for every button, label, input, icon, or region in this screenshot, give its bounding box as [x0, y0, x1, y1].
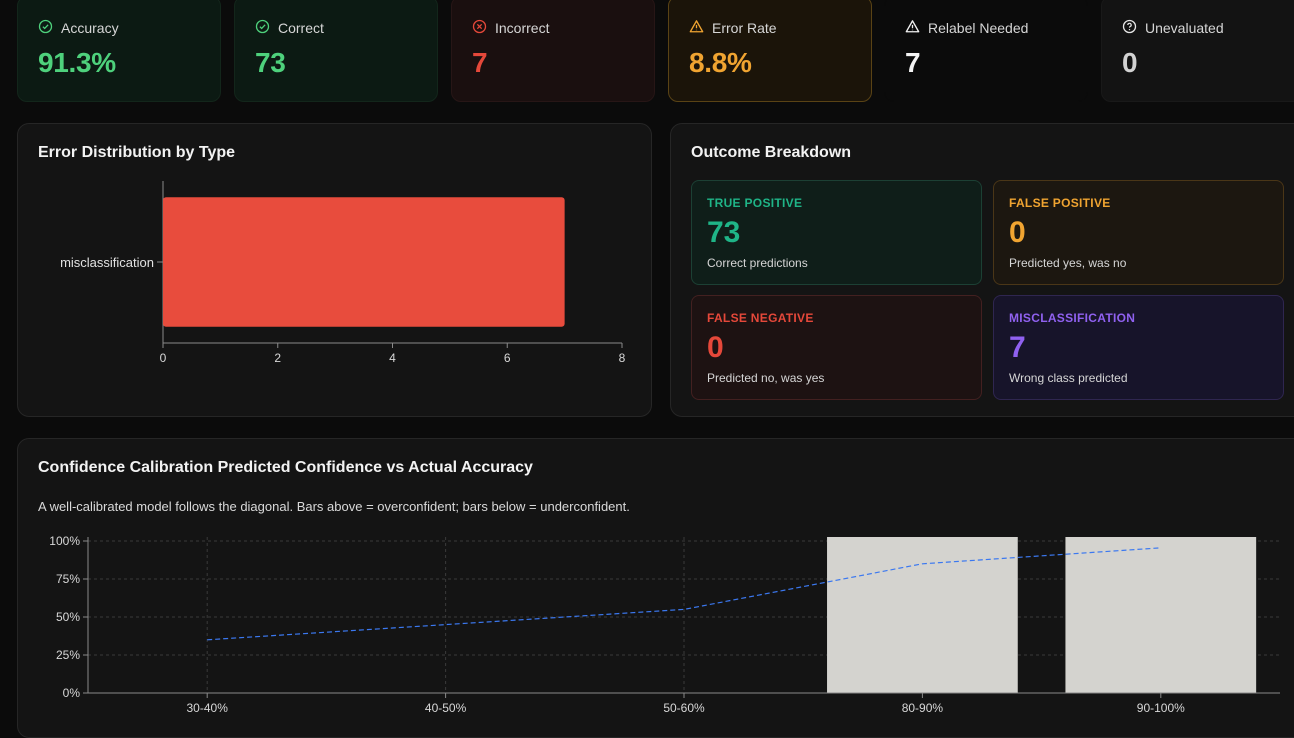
x-tick-label: 50-60% — [663, 701, 705, 715]
stat-card-correct: Correct 73 — [234, 0, 438, 102]
outcome-card-false-positive: FALSE POSITIVE 0 Predicted yes, was no — [993, 180, 1284, 285]
outcome-card-true-positive: TRUE POSITIVE 73 Correct predictions — [691, 180, 982, 285]
stat-label: Error Rate — [712, 20, 777, 36]
panel-title: Error Distribution by Type — [38, 144, 236, 161]
stat-value: 73 — [255, 47, 286, 78]
outcome-label: FALSE NEGATIVE — [707, 311, 814, 325]
warning-triangle-icon — [689, 19, 704, 37]
stat-card-error-rate: Error Rate 8.8% — [668, 0, 872, 102]
stat-value: 8.8% — [689, 47, 752, 78]
y-tick-label: 50% — [56, 610, 80, 624]
calibration-bar — [1065, 537, 1257, 693]
stat-value: 0 — [1122, 47, 1138, 78]
outcome-card-false-negative: FALSE NEGATIVE 0 Predicted no, was yes — [691, 295, 982, 400]
x-tick-label: 30-40% — [187, 701, 229, 715]
panel-subtitle: A well-calibrated model follows the diag… — [38, 499, 630, 514]
y-tick-label: 0% — [63, 686, 81, 700]
outcome-card-misclassification: MISCLASSIFICATION 7 Wrong class predicte… — [993, 295, 1284, 400]
check-circle-icon — [38, 19, 53, 37]
x-tick-label: 80-90% — [902, 701, 944, 715]
outcome-label: FALSE POSITIVE — [1009, 196, 1111, 210]
stat-card-unevaluated: Unevaluated 0 — [1101, 0, 1294, 102]
outcome-description: Predicted yes, was no — [1009, 256, 1127, 270]
stat-value: 7 — [905, 47, 921, 78]
x-tick-label: 0 — [160, 351, 167, 365]
outcome-value: 0 — [707, 331, 724, 364]
calibration-bar — [827, 537, 1018, 693]
warning-triangle-icon — [905, 19, 920, 37]
error-distribution-panel: Error Distribution by Type misclassifica… — [17, 123, 652, 417]
stat-label: Correct — [278, 20, 324, 36]
outcome-label: MISCLASSIFICATION — [1009, 311, 1136, 325]
x-tick-label: 2 — [274, 351, 281, 365]
outcome-description: Predicted no, was yes — [707, 371, 825, 385]
x-tick-label: 6 — [504, 351, 511, 365]
error-distribution-chart: misclassification 0 2 4 6 8 — [60, 181, 626, 365]
outcome-breakdown-panel: Outcome Breakdown TRUE POSITIVE 73 Corre… — [670, 123, 1294, 417]
x-tick-label: 90-100% — [1137, 701, 1185, 715]
y-tick-label: misclassification — [60, 255, 154, 270]
stat-card-incorrect: Incorrect 7 — [451, 0, 655, 102]
check-circle-icon — [255, 19, 270, 37]
x-circle-icon — [472, 19, 487, 37]
calibration-chart: 0% 25% 50% 75% 100% 30-40% 40-50% 50-60% 80-90% 9… — [49, 534, 1280, 715]
outcome-value: 73 — [707, 216, 741, 249]
y-tick-label: 100% — [49, 534, 80, 548]
stat-label: Unevaluated — [1145, 20, 1224, 36]
x-tick-label: 40-50% — [425, 701, 467, 715]
question-circle-icon — [1122, 19, 1137, 37]
outcome-description: Wrong class predicted — [1009, 371, 1128, 385]
stat-label: Accuracy — [61, 20, 119, 36]
x-tick-label: 4 — [389, 351, 396, 365]
stat-card-accuracy: Accuracy 91.3% — [17, 0, 221, 102]
bar-misclassification — [163, 197, 565, 327]
stat-value: 7 — [472, 47, 488, 78]
panel-title: Confidence Calibration Predicted Confide… — [38, 459, 533, 476]
y-tick-label: 25% — [56, 648, 80, 662]
stat-label: Incorrect — [495, 20, 550, 36]
x-tick-label: 8 — [619, 351, 626, 365]
calibration-panel: Confidence Calibration Predicted Confide… — [17, 438, 1294, 738]
stat-value: 91.3% — [38, 47, 116, 78]
stat-card-relabel-needed: Relabel Needed 7 — [884, 0, 1088, 102]
outcome-label: TRUE POSITIVE — [707, 196, 803, 210]
accuracy-line — [207, 547, 1161, 641]
panel-title: Outcome Breakdown — [691, 144, 852, 161]
outcome-value: 7 — [1009, 331, 1026, 364]
outcome-value: 0 — [1009, 216, 1026, 249]
stat-label: Relabel Needed — [928, 20, 1029, 36]
outcome-description: Correct predictions — [707, 256, 808, 270]
y-tick-label: 75% — [56, 572, 80, 586]
